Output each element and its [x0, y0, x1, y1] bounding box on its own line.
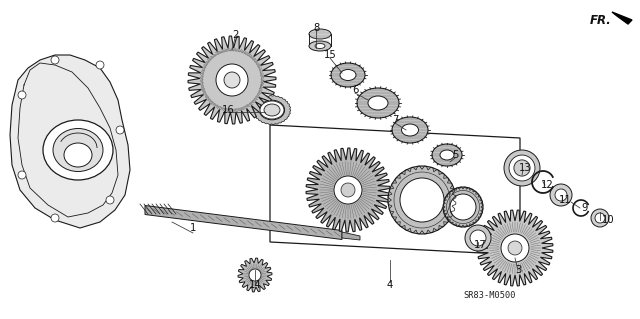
Text: 13: 13 [518, 163, 531, 173]
Ellipse shape [440, 150, 454, 160]
Circle shape [514, 160, 530, 176]
Text: 16: 16 [221, 105, 234, 115]
Text: 3: 3 [515, 265, 521, 275]
Circle shape [51, 214, 59, 222]
Circle shape [400, 178, 444, 222]
Circle shape [555, 189, 567, 201]
Circle shape [51, 56, 59, 64]
Ellipse shape [357, 88, 399, 118]
Ellipse shape [260, 101, 284, 119]
Circle shape [450, 194, 476, 220]
Ellipse shape [392, 117, 428, 143]
Text: 14: 14 [249, 280, 261, 290]
Circle shape [501, 234, 529, 262]
Circle shape [509, 155, 535, 181]
Text: 6: 6 [352, 85, 358, 95]
Polygon shape [188, 36, 276, 124]
Circle shape [249, 269, 261, 281]
Circle shape [18, 91, 26, 99]
Text: SR83-M0500: SR83-M0500 [464, 292, 516, 300]
Ellipse shape [53, 129, 103, 172]
Circle shape [504, 150, 540, 186]
Circle shape [334, 176, 362, 204]
Text: 5: 5 [452, 150, 458, 160]
Ellipse shape [368, 96, 388, 110]
Polygon shape [238, 258, 272, 292]
Text: 1: 1 [190, 223, 196, 233]
Ellipse shape [340, 70, 356, 80]
Ellipse shape [309, 29, 331, 39]
Circle shape [465, 225, 491, 251]
Circle shape [18, 171, 26, 179]
Text: 12: 12 [541, 180, 554, 190]
Ellipse shape [43, 120, 113, 180]
Circle shape [470, 230, 486, 246]
Text: 9: 9 [582, 203, 588, 213]
Ellipse shape [315, 43, 325, 48]
Polygon shape [10, 55, 130, 228]
Text: 17: 17 [474, 240, 486, 250]
Ellipse shape [309, 41, 331, 51]
Ellipse shape [401, 124, 419, 136]
Text: 15: 15 [324, 50, 337, 60]
Polygon shape [612, 12, 632, 24]
Circle shape [96, 61, 104, 69]
Text: 2: 2 [232, 30, 238, 40]
Text: 10: 10 [602, 215, 614, 225]
Ellipse shape [432, 144, 462, 166]
Polygon shape [342, 232, 360, 240]
Circle shape [224, 72, 240, 88]
Circle shape [216, 64, 248, 96]
Circle shape [116, 126, 124, 134]
Text: 8: 8 [313, 23, 319, 33]
Ellipse shape [64, 143, 92, 167]
Text: 11: 11 [559, 195, 572, 205]
Text: 4: 4 [387, 280, 393, 290]
Ellipse shape [259, 100, 285, 120]
Polygon shape [306, 148, 390, 232]
Circle shape [341, 183, 355, 197]
Circle shape [550, 184, 572, 206]
Polygon shape [477, 210, 553, 286]
Circle shape [388, 166, 456, 234]
Circle shape [591, 209, 609, 227]
Polygon shape [253, 95, 291, 124]
Text: 7: 7 [392, 115, 398, 125]
Ellipse shape [264, 104, 280, 116]
Text: FR.: FR. [590, 13, 612, 26]
Ellipse shape [331, 63, 365, 87]
Circle shape [595, 213, 605, 223]
Circle shape [443, 187, 483, 227]
Polygon shape [145, 205, 342, 240]
Circle shape [106, 196, 114, 204]
Circle shape [508, 241, 522, 255]
